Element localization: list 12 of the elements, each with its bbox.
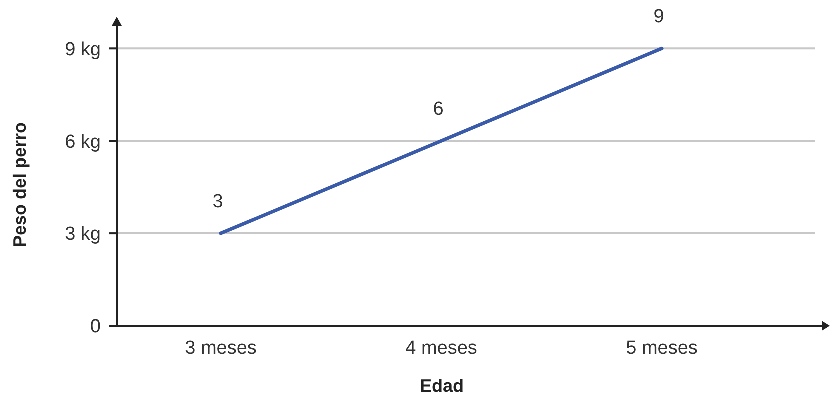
data-label: 9 (654, 6, 664, 28)
y-tick-label: 6 kg (65, 132, 101, 153)
y-tick-label: 3 kg (65, 224, 101, 246)
data-label: 3 (212, 192, 224, 213)
y-tick-label: 0 (90, 316, 101, 338)
y-axis-title: Peso del perro (10, 122, 30, 248)
x-tick-label: 4 meses (406, 338, 478, 359)
x-tick-label: 5 meses (626, 338, 698, 359)
x-tick-label: 3 meses (185, 338, 257, 359)
y-tick-label: 9 kg (65, 39, 101, 60)
data-label: 6 (433, 99, 444, 120)
x-axis-title: Edad (420, 376, 464, 396)
